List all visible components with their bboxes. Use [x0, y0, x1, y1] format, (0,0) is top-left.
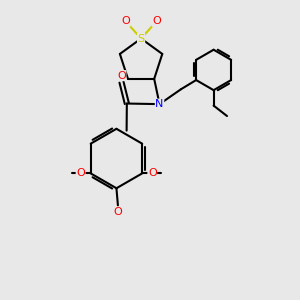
Text: S: S — [137, 34, 145, 44]
Text: O: O — [152, 16, 161, 26]
Text: O: O — [76, 168, 85, 178]
Text: O: O — [113, 207, 122, 217]
Text: N: N — [155, 99, 164, 109]
Text: O: O — [117, 70, 126, 81]
Text: O: O — [121, 16, 130, 26]
Text: O: O — [148, 168, 157, 178]
